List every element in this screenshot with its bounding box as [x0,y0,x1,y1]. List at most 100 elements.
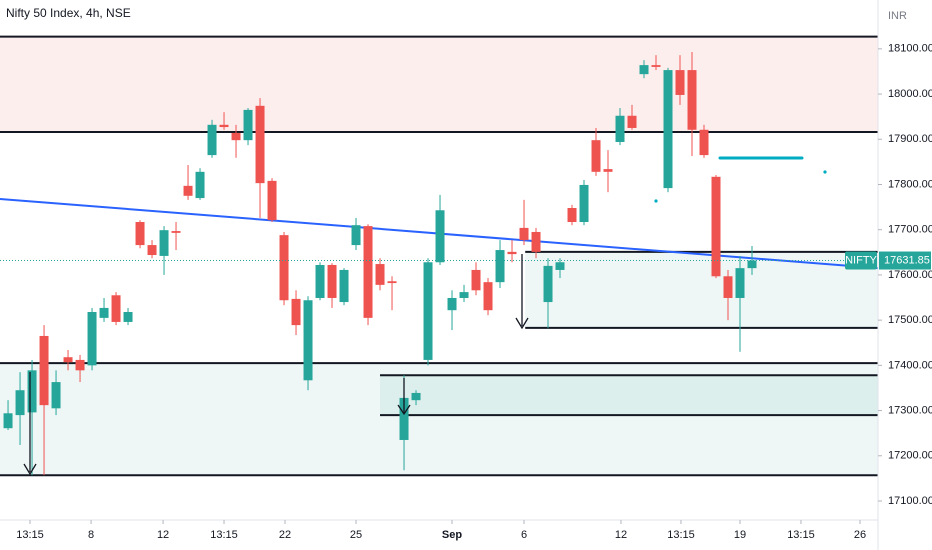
x-tick-label: 13:15 [667,529,695,541]
candle-body [699,129,709,156]
x-tick-label: 13:15 [787,529,815,541]
candle-body [255,105,265,184]
candle-body [135,222,145,246]
plot [0,35,879,477]
candle-body [543,265,553,303]
axes: 17100.00 17200.00 17300.00 17400.00 17500.00… [16,43,932,541]
x-tick-label: 12 [157,529,169,541]
y-tick-label: 17900.00 [888,133,932,145]
title-bg [0,0,112,22]
arrow-head [397,404,411,416]
candle-body [591,140,601,172]
candle-body [303,300,313,381]
candle-body [651,65,661,67]
candle-body [723,276,733,298]
x-tick-label: Sep [442,529,462,541]
candle-body [363,226,373,318]
candle-body [207,124,217,156]
candle-body [423,262,433,360]
x-tick-label: 6 [521,529,527,541]
candle-body [159,230,169,256]
candle-body [483,282,493,311]
arrow-head [515,317,529,330]
candle-body [351,225,361,246]
candle-body [675,70,685,95]
candle-body [471,269,481,291]
dot [823,170,827,174]
y-tick-label: 17100.00 [888,495,932,507]
candle-body [183,185,193,196]
zone [380,375,878,416]
candle-body [507,251,517,255]
x-tick-label: 8 [88,529,94,541]
candle-body [435,210,445,263]
candle-body [123,312,133,322]
y-tick-label: 18100.00 [888,43,932,55]
candle-body [99,307,109,318]
candle-body [15,390,25,416]
candle-body [555,262,565,270]
candle-body [519,227,529,241]
x-tick-label: 26 [854,529,866,541]
candle-body [627,115,637,128]
candle-body [291,298,301,326]
y-tick-label: 18000.00 [888,88,932,100]
candle-body [639,65,649,75]
marker-drawing [654,156,827,203]
zone [525,251,878,328]
candle-body [171,231,181,233]
candle-body [387,281,397,284]
x-tick-label: 12 [615,529,627,541]
candle-body [399,397,409,440]
candle-body [87,312,97,366]
x-tick-label: 22 [279,529,291,541]
candle-body [735,268,745,298]
candle-body [75,359,85,371]
x-tick-label: 19 [734,529,746,541]
candle-body [615,115,625,142]
candle-body [375,264,385,285]
candle-body [339,269,349,303]
candle-body [3,413,13,429]
y-tick-label: 17600.00 [888,269,932,281]
price-badge [879,251,931,270]
candle-body [603,169,613,172]
candle-body [267,180,277,221]
candle-body [531,231,541,252]
candle-body [711,176,721,277]
candle-body [495,250,505,283]
candle-body [147,245,157,256]
x-tick-label: 13:15 [16,529,44,541]
candle-body [219,124,229,128]
candle-body [663,70,673,189]
candle-body [687,70,697,130]
candle-body [231,132,241,141]
candle-body [315,264,325,298]
chart-title: Nifty 50 Index, 4h, NSE [6,6,131,20]
candle-body [567,208,577,223]
y-tick-label: 17300.00 [888,404,932,416]
candle-body [39,335,49,406]
symbol-badge [845,251,877,270]
last-price-label: 17631.85 [884,254,930,266]
y-tick-label: 17200.00 [888,450,932,462]
zone [0,36,878,133]
candle-body [195,171,205,199]
candle-body [111,295,121,322]
candle-body [279,235,289,301]
candle-body [327,264,337,298]
candle-body [411,392,421,401]
symbol-label: NIFTY [845,254,877,266]
dot [654,199,658,203]
candle-body [51,382,61,409]
x-tick-label: 13:15 [210,529,238,541]
y-tick-label: 17700.00 [888,224,932,236]
candle-body [27,370,37,413]
candle-body [747,260,757,269]
candle-body [459,292,469,298]
y-tick-label: 17500.00 [888,314,932,326]
candle-body [243,109,253,141]
candle-body [579,184,589,223]
y-tick-label: 17400.00 [888,359,932,371]
